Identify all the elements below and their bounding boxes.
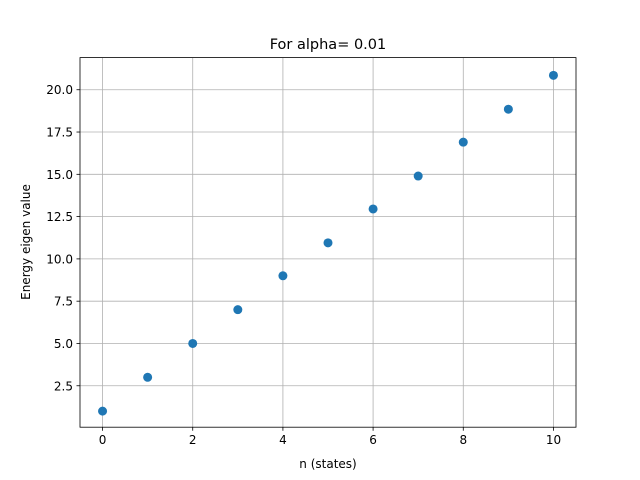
- y-tick-label: 2.5: [54, 379, 73, 393]
- y-tick-label: 7.5: [54, 295, 73, 309]
- data-point: [323, 238, 333, 248]
- x-tick-label: 10: [546, 433, 561, 447]
- data-point: [413, 171, 423, 181]
- chart-title: For alpha= 0.01: [270, 37, 387, 53]
- data-point: [503, 104, 513, 114]
- x-axis-label: n (states): [299, 457, 356, 471]
- x-tick-label: 0: [99, 433, 107, 447]
- x-axis-ticks: 0 2 4 6 8 10: [99, 427, 561, 447]
- y-tick-label: 12.5: [46, 210, 73, 224]
- y-tick-label: 15.0: [46, 168, 73, 182]
- x-tick-label: 6: [369, 433, 377, 447]
- y-tick-label: 20.0: [46, 83, 73, 97]
- data-point: [98, 406, 108, 416]
- data-point: [368, 204, 378, 214]
- y-tick-label: 10.0: [46, 252, 73, 266]
- x-tick-label: 8: [459, 433, 467, 447]
- data-point: [548, 70, 558, 80]
- x-tick-label: 4: [279, 433, 287, 447]
- plot-frame: [79, 57, 577, 428]
- data-point: [188, 338, 198, 348]
- x-tick-label: 2: [189, 433, 197, 447]
- data-point: [233, 305, 243, 315]
- y-tick-label: 5.0: [54, 337, 73, 351]
- y-axis-label: Energy eigen value: [19, 184, 33, 300]
- data-points: [98, 70, 558, 416]
- data-point: [143, 372, 153, 382]
- data-point: [458, 137, 468, 147]
- y-axis-ticks: 2.5 5.0 7.5 10.0 12.5 15.0 17.5 20.0: [46, 83, 80, 393]
- y-tick-label: 17.5: [46, 126, 73, 140]
- data-point: [278, 271, 288, 281]
- grid: [80, 57, 576, 428]
